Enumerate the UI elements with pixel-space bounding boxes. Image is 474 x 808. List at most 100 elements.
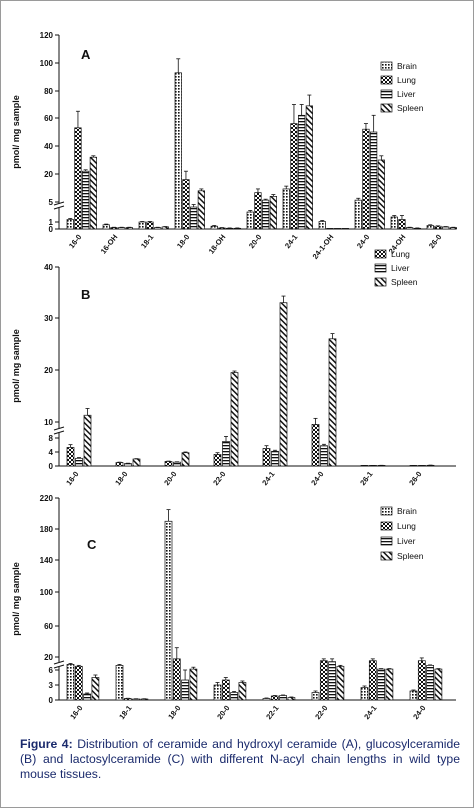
- bar-lung: [218, 227, 226, 230]
- x-tick-label: 26-0: [407, 470, 423, 487]
- bar-spleen: [197, 190, 205, 230]
- legend-swatch-liver: [380, 536, 393, 546]
- bar-brain: [426, 225, 434, 230]
- bar-brain: [390, 216, 398, 230]
- bar-spleen: [434, 668, 443, 701]
- bar-spleen: [233, 227, 241, 230]
- bar-lung: [254, 192, 262, 230]
- y-tick-label: 40: [44, 142, 53, 151]
- bar-liver: [82, 170, 90, 230]
- bar-liver: [262, 199, 270, 230]
- legend-label-liver: Liver: [391, 263, 410, 273]
- bar-brain: [66, 219, 74, 230]
- bar-spleen: [132, 458, 141, 467]
- bar-lung: [362, 128, 370, 230]
- bar-liver: [370, 131, 378, 230]
- bar-lung: [434, 225, 442, 230]
- panel-letter: B: [81, 287, 90, 302]
- bar-lung: [290, 123, 298, 230]
- y-tick-label: 4: [49, 448, 54, 457]
- axis-break-mark: [53, 660, 65, 665]
- bar-lung: [398, 219, 406, 230]
- x-tick-label: 24-0: [309, 470, 325, 487]
- bar-spleen: [377, 159, 385, 230]
- y-tick-label: 6: [49, 666, 54, 675]
- x-tick-label: 24-0: [355, 233, 371, 250]
- caption-label: Figure 4:: [20, 737, 73, 751]
- y-tick-label: 20: [44, 170, 53, 179]
- bar-lung: [221, 679, 230, 701]
- y-tick-label: 220: [40, 494, 54, 503]
- bar-brain: [174, 72, 182, 230]
- bar-brain: [138, 221, 146, 230]
- axis-break-gap: [56, 428, 62, 433]
- figure-caption: Figure 4: Distribution of ceramide and h…: [20, 737, 460, 782]
- y-axis-label: pmol/ mg sample: [11, 95, 21, 169]
- y-tick-label: 100: [40, 59, 54, 68]
- bar-liver: [230, 692, 238, 701]
- x-tick-label: 18-0: [113, 470, 129, 487]
- caption-text: Distribution of ceramide and hydroxyl ce…: [20, 737, 460, 781]
- y-tick-label: 10: [44, 418, 53, 427]
- bar-lung: [319, 660, 328, 701]
- bar-lung: [417, 660, 426, 701]
- bar-spleen: [287, 697, 296, 701]
- y-tick-label: 60: [44, 114, 53, 123]
- axis-break-mark: [53, 664, 65, 669]
- bar-liver: [279, 695, 287, 701]
- x-tick-label: 18-1: [139, 233, 155, 250]
- x-tick-label: 18-1: [117, 704, 133, 721]
- bar-liver: [271, 450, 279, 467]
- y-tick-label: 100: [40, 588, 54, 597]
- bar-lung: [182, 179, 190, 230]
- bar-liver: [320, 445, 328, 467]
- bar-lung: [74, 665, 83, 701]
- x-tick-label: 16-0: [64, 470, 80, 487]
- bar-spleen: [140, 698, 149, 701]
- x-tick-label: 16-0: [67, 233, 83, 250]
- bar-brain: [360, 687, 369, 701]
- x-tick-label: 16-OH: [99, 233, 120, 256]
- x-tick-label: 20-0: [215, 704, 231, 721]
- x-tick-label: 26-1: [358, 470, 374, 487]
- axis-break-mark: [53, 430, 65, 435]
- axis-break-mark: [53, 201, 65, 206]
- legend-swatch-liver: [380, 89, 393, 99]
- bar-brain: [409, 690, 418, 701]
- legend-swatch-lung: [380, 521, 393, 531]
- y-tick-label: 60: [44, 622, 53, 631]
- bar-lung: [270, 695, 279, 701]
- x-tick-label: 18-0: [166, 704, 182, 721]
- axis-break-gap: [56, 203, 62, 208]
- bar-liver: [83, 693, 91, 701]
- x-tick-label: 18-0: [175, 233, 191, 250]
- y-tick-label: 0: [49, 225, 54, 234]
- y-tick-label: 140: [40, 556, 54, 565]
- bar-lung: [368, 660, 377, 701]
- legend-label-spleen: Spleen: [391, 277, 418, 287]
- y-tick-label: 40: [44, 263, 53, 272]
- bar-lung: [172, 658, 181, 701]
- bar-liver: [190, 206, 198, 230]
- panel-c-chart: 0 3 6 20 60 100 140 180 220 pmol/ mg sample C 16-0 1…: [11, 494, 456, 721]
- panel-a-chart: 01 5 20 40 60 80 100 120 pmol/ mg sample A 16-0 16-…: [11, 31, 457, 261]
- bar-brain: [318, 221, 326, 230]
- bar-brain: [115, 665, 124, 701]
- bar-spleen: [328, 338, 337, 467]
- x-tick-label: 16-0: [68, 704, 84, 721]
- y-tick-label: 20: [44, 366, 53, 375]
- bar-spleen: [125, 227, 133, 230]
- y-axis-label: pmol/ mg sample: [11, 329, 21, 403]
- legend-label-lung: Lung: [397, 75, 416, 85]
- panel-b-chart: 0 4 8 10 20 30 40 pmol/ mg sample B 16-0 18-0 20-0 2…: [11, 249, 456, 487]
- x-tick-label: 24-1: [260, 470, 276, 487]
- y-tick-label: 120: [40, 31, 54, 40]
- bar-liver: [426, 665, 434, 701]
- y-tick-label: 0: [49, 696, 54, 705]
- legend-swatch-spleen: [380, 551, 393, 561]
- bar-liver: [132, 698, 140, 701]
- x-tick-label: 20-0: [162, 470, 178, 487]
- bar-brain: [66, 664, 75, 701]
- bar-liver: [124, 463, 132, 467]
